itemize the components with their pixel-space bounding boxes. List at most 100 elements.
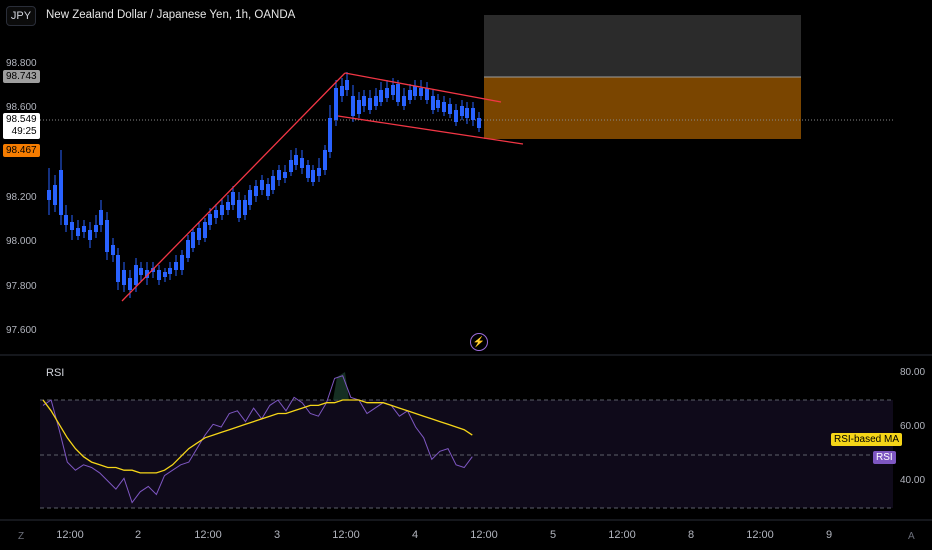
candle-body — [231, 192, 235, 205]
chart-title: New Zealand Dollar / Japanese Yen, 1h, O… — [46, 9, 296, 21]
rsi-value-label: RSI — [873, 451, 896, 464]
candle-body — [105, 220, 109, 252]
candle-body — [163, 272, 167, 277]
candle-body — [203, 222, 207, 238]
candle-body — [374, 96, 378, 106]
candle-body — [197, 228, 201, 240]
trendline-channel-bottom — [337, 115, 524, 145]
bar-countdown: 49:25 — [11, 126, 37, 137]
price-tick: 98.200 — [6, 192, 37, 203]
time-label: 12:00 — [746, 529, 774, 541]
candle-body — [70, 222, 74, 230]
candle-body — [425, 88, 429, 100]
candle-body — [289, 160, 293, 172]
candle-body — [99, 210, 103, 225]
candle-body — [328, 118, 332, 152]
stop-zone — [484, 15, 801, 77]
zone-price-tag: 98.743 — [3, 70, 40, 83]
candle-body — [266, 184, 270, 196]
candle-body — [116, 255, 120, 282]
rsi-ma-line — [42, 399, 473, 474]
timezone-button[interactable]: Z — [18, 531, 25, 542]
candle-body — [191, 232, 195, 248]
time-label: 4 — [411, 529, 419, 541]
rsi-line — [42, 375, 473, 504]
candle-body — [157, 270, 161, 280]
rsi-band — [40, 400, 893, 508]
stop-price-tag: 98.467 — [3, 144, 40, 157]
candle-body — [248, 190, 252, 205]
candle-body — [368, 98, 372, 110]
target-zone — [484, 77, 801, 139]
candle-body — [128, 278, 132, 290]
candle-body — [317, 168, 321, 176]
candle-body — [139, 268, 143, 275]
candle-body — [180, 255, 184, 270]
candle-body — [311, 170, 315, 182]
candle-body — [145, 270, 149, 278]
candle-body — [271, 176, 275, 190]
candle-body — [88, 230, 92, 240]
candle-body — [448, 104, 452, 114]
candlesticks — [47, 72, 481, 298]
candle-body — [122, 270, 126, 285]
candle-body — [323, 150, 327, 170]
candle-body — [477, 118, 481, 128]
candle-body — [454, 110, 458, 122]
candle-body — [357, 100, 361, 114]
price-tick: 98.000 — [6, 236, 37, 247]
rsi-overbought-fill — [333, 372, 349, 400]
current-price-tag: 98.549 49:25 — [3, 113, 40, 139]
current-price: 98.549 — [6, 114, 37, 125]
price-tick: 97.800 — [6, 281, 37, 292]
candle-body — [413, 86, 417, 96]
time-label: 5 — [549, 529, 557, 541]
candle-body — [334, 88, 338, 120]
candle-body — [436, 100, 440, 108]
candle-body — [76, 228, 80, 236]
time-label: 9 — [825, 529, 833, 541]
candle-body — [351, 96, 355, 116]
candle-body — [294, 155, 298, 165]
time-label: 12:00 — [608, 529, 636, 541]
rsi-tick: 80.00 — [900, 367, 926, 378]
rsi-ma-label: RSI-based MA — [831, 433, 903, 446]
time-label: 8 — [687, 529, 695, 541]
candle-body — [53, 185, 57, 205]
candle-body — [419, 88, 423, 96]
candle-body — [340, 86, 344, 96]
candle-body — [168, 268, 172, 274]
symbol-search-button[interactable]: JPY — [6, 6, 36, 26]
time-label: 12:00 — [332, 529, 360, 541]
rsi-lines — [42, 375, 473, 504]
candle-body — [111, 245, 115, 255]
candle-body — [431, 96, 435, 110]
candle-body — [260, 180, 264, 190]
time-label: 3 — [273, 529, 281, 541]
candle-body — [82, 226, 86, 232]
candle-body — [208, 214, 212, 225]
candle-body — [94, 225, 98, 232]
time-label: 12:00 — [194, 529, 222, 541]
candle-body — [379, 90, 383, 102]
candle-body — [243, 200, 247, 215]
candle-body — [134, 265, 138, 285]
candle-body — [59, 170, 63, 215]
candle-body — [442, 102, 446, 112]
candle-body — [391, 85, 395, 95]
candle-body — [396, 84, 400, 102]
auto-scale-button[interactable]: A — [908, 531, 915, 542]
candle-body — [237, 200, 241, 218]
rsi-tick: 60.00 — [900, 421, 926, 432]
candle-body — [300, 158, 304, 168]
time-label: 2 — [134, 529, 142, 541]
time-label: 12:00 — [56, 529, 84, 541]
candle-body — [220, 205, 224, 215]
rsi-indicator-title[interactable]: RSI — [46, 367, 65, 379]
trendline-channel-top — [344, 72, 502, 103]
candle-body — [254, 186, 258, 196]
candle-body — [64, 215, 68, 225]
lightning-bolt-icon[interactable]: ⚡ — [470, 333, 488, 351]
candle-body — [460, 106, 464, 116]
